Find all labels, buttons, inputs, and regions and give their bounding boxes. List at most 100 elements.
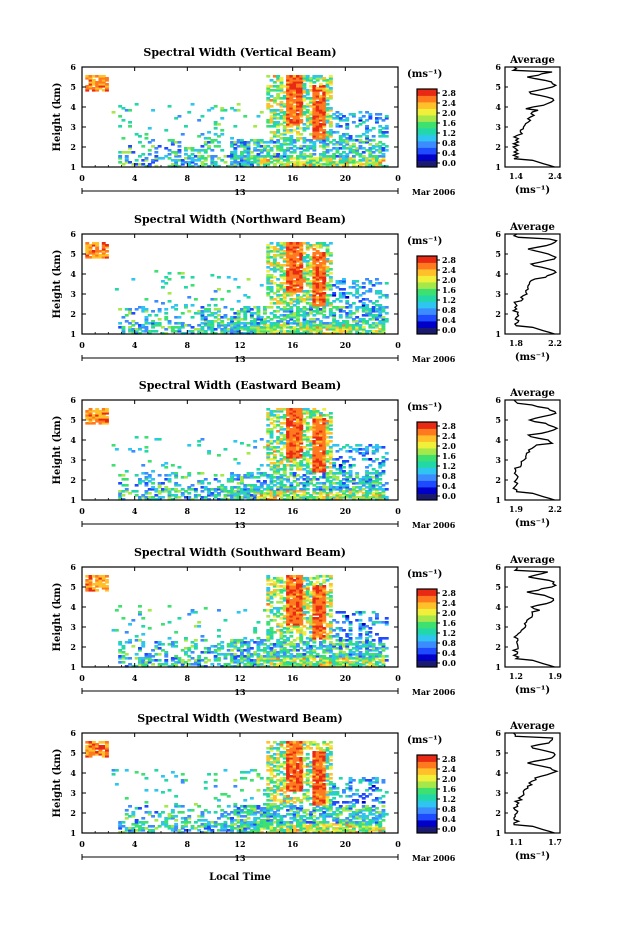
heatmap-cell [246, 496, 251, 499]
heatmap-cell [220, 641, 225, 644]
heatmap-cell [296, 627, 300, 630]
heatmap-cell [296, 85, 300, 88]
heatmap-cell [384, 282, 389, 285]
heatmap-cell [141, 494, 146, 497]
heatmap-cell [246, 665, 251, 668]
heatmap-cell [325, 332, 330, 335]
heatmap-cell [138, 141, 142, 144]
heatmap-cell [98, 79, 103, 82]
heatmap-cell [217, 494, 221, 497]
heatmap-cell [138, 155, 142, 158]
heatmap-cell [203, 657, 208, 660]
heatmap-cell [335, 115, 340, 118]
colorbar-unit: (ms⁻¹) [407, 402, 442, 413]
heatmap-cell [312, 468, 317, 471]
heatmap-cell [381, 306, 386, 309]
heatmap-cell [342, 278, 346, 281]
heatmap-cell [266, 577, 271, 580]
heatmap-cell [296, 454, 300, 457]
heatmap-cell [279, 432, 284, 435]
heatmap-cell [269, 326, 274, 329]
heatmap-cell [292, 163, 297, 166]
heatmap-cell [210, 298, 215, 301]
heatmap-cell [338, 135, 343, 138]
heatmap-cell [312, 460, 317, 463]
heatmap-cell [289, 448, 294, 451]
heatmap-cell [325, 288, 330, 291]
heatmap-cell [289, 603, 294, 606]
heatmap-cell [141, 661, 146, 664]
heatmap-cell [157, 659, 162, 662]
heatmap-cell [296, 456, 300, 459]
heatmap-cell [200, 472, 205, 475]
heatmap-cell [213, 298, 218, 301]
heatmap-cell [282, 302, 287, 305]
heatmap-cell [233, 440, 238, 443]
heatmap-cell [269, 137, 274, 140]
heatmap-cell [91, 418, 96, 421]
heatmap-cell [193, 155, 198, 158]
heatmap-cell [319, 328, 323, 331]
heatmap-cell [263, 472, 267, 475]
heatmap-cell [335, 141, 340, 144]
heatmap-cell [282, 296, 287, 299]
heatmap-cell [375, 121, 379, 124]
heatmap-cell [371, 326, 376, 329]
heatmap-cell [289, 310, 294, 313]
colorbar-tick-label: 2.4 [442, 431, 456, 441]
heatmap-cell [305, 466, 310, 469]
heatmap-cell [217, 157, 221, 160]
heatmap-cell [276, 577, 281, 580]
heatmap-cell [381, 294, 386, 297]
heatmap-cell [305, 332, 310, 335]
heatmap-cell [187, 324, 192, 327]
heatmap-cell [378, 151, 383, 154]
heatmap-cell [236, 103, 241, 106]
heatmap-cell [272, 316, 277, 319]
heatmap-cell [296, 577, 300, 580]
heatmap-cell [299, 657, 304, 660]
heatmap-cell [180, 492, 185, 495]
heatmap-cell [319, 486, 323, 489]
heatmap-cell [233, 157, 238, 160]
heatmap-cell [213, 657, 218, 660]
heatmap-cell [319, 262, 323, 265]
heatmap-cell [302, 486, 307, 489]
heatmap-cell [151, 486, 155, 489]
heatmap-cell [249, 161, 254, 164]
heatmap-cell [289, 587, 294, 590]
heatmap-cell [207, 322, 211, 325]
heatmap-cell [236, 332, 241, 335]
heatmap-cell [253, 631, 258, 634]
heatmap-cell [315, 492, 320, 495]
heatmap-cell [319, 482, 323, 485]
heatmap-cell [154, 653, 159, 656]
heatmap-cell [263, 141, 267, 144]
heatmap-cell [358, 111, 363, 114]
heatmap-cell [272, 302, 277, 305]
heatmap-cell [101, 577, 106, 580]
heatmap-cell [365, 330, 369, 333]
heatmap-cell [233, 330, 238, 333]
heatmap-cell [174, 484, 179, 487]
heatmap-cell [269, 663, 274, 666]
heatmap-cell [282, 97, 287, 100]
heatmap-cell [167, 665, 172, 668]
heatmap-cell [319, 272, 323, 275]
heatmap-cell [335, 486, 340, 489]
heatmap-cell [319, 85, 323, 88]
heatmap-cell [348, 286, 353, 289]
heatmap-cell [266, 587, 271, 590]
heatmap-cell [88, 422, 93, 425]
heatmap-cell [269, 609, 274, 612]
heatmap-cell [266, 244, 271, 247]
heatmap-cell [98, 575, 103, 578]
heatmap-cell [144, 482, 149, 485]
heatmap-cell [348, 159, 353, 162]
heatmap-cell [322, 304, 327, 307]
heatmap-cell [223, 490, 228, 493]
heatmap-cell [289, 77, 294, 80]
heatmap-cell [292, 79, 297, 82]
heatmap-cell [240, 488, 244, 491]
heatmap-cell [95, 577, 100, 580]
